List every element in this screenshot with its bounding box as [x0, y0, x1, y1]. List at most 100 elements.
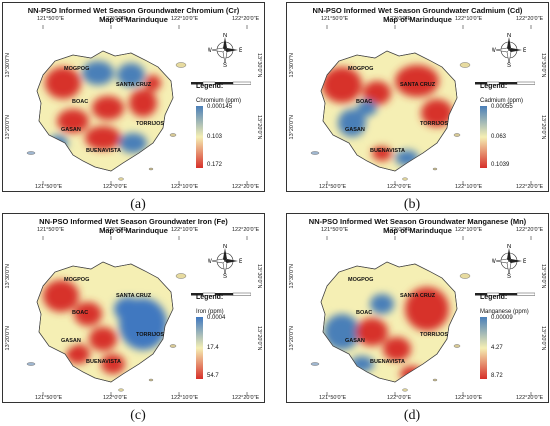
y-tick-label-right: 13°30'0"N [540, 264, 546, 289]
x-tick-label: 121°50'0"E [319, 184, 347, 190]
town-label-buenavista: BUENAVISTA [370, 148, 405, 154]
legend-value-high: 0.172 [207, 162, 223, 168]
concentration-zone [356, 318, 388, 346]
svg-text:N: N [507, 33, 511, 39]
legend-value-high: 54.7 [207, 373, 219, 379]
island [26, 50, 187, 181]
y-tick-label: 13°20'0"N [5, 326, 11, 351]
frame-ticks [42, 236, 248, 396]
panel-title-line1: NN-PSO Informed Wet Season Groundwater C… [312, 6, 523, 15]
x-tick-label-top: 122°0'0"E [103, 16, 128, 22]
concentration-zone [421, 99, 453, 127]
svg-text:E: E [523, 259, 526, 265]
legend: Legend: Iron (ppm) 0.0004 17.4 54.7 [196, 294, 225, 383]
y-tick-label-right: 13°30'0"N [256, 53, 262, 78]
y-tick-label-right: 13°20'0"N [540, 115, 546, 140]
legend: Legend: Manganese (ppm) 0.00009 4.27 8.7… [480, 294, 529, 383]
panel-title-line2: Map of Marinduque [383, 226, 452, 235]
y-tick-label: 13°20'0"N [289, 326, 295, 351]
concentration-zone [357, 100, 377, 116]
town-label-gasan: GASAN [61, 338, 81, 344]
town-label-gasan: GASAN [345, 127, 365, 133]
concentration-zone [82, 61, 114, 85]
y-tick-label: 13°20'0"N [5, 115, 11, 140]
x-tick-label: 122°10'0"E [171, 184, 199, 190]
y-tick-label: 13°20'0"N [289, 115, 295, 140]
svg-text:W: W [208, 48, 212, 54]
island-map [310, 25, 532, 185]
x-tick-label-top: 122°0'0"E [103, 227, 128, 233]
x-tick-label: 122°10'0"E [455, 395, 483, 401]
concentration-zone [322, 67, 362, 103]
concentration-zone [324, 314, 360, 350]
concentration-zone [338, 109, 366, 137]
legend-title: Legend: [480, 83, 508, 90]
x-tick-label-top: 122°20'0"E [232, 16, 260, 22]
island [310, 261, 471, 392]
town-label-mogpog: MOGPOG [348, 66, 374, 72]
color-ramp [196, 106, 203, 168]
concentration-zones [324, 277, 449, 382]
legend-value-low: 0.00055 [491, 104, 513, 110]
town-label-torrijos: TORRIJOS [420, 332, 449, 338]
concentration-zones [45, 61, 161, 153]
town-label-torrijos: TORRIJOS [420, 121, 449, 127]
legend-label: Chromium (ppm) [196, 98, 242, 104]
concentration-zone [57, 109, 89, 133]
panel-title: NN-PSO Informed Wet Season Groundwater C… [3, 6, 264, 24]
y-tick-label-right: 13°20'0"N [256, 326, 262, 351]
concentration-zone [370, 294, 394, 314]
concentration-zones [322, 65, 453, 166]
svg-text:S: S [507, 274, 511, 278]
panel-title-line2: Map of Marinduque [383, 15, 452, 24]
y-tick-label: 13°30'0"N [5, 53, 11, 78]
svg-text:E: E [239, 259, 242, 265]
svg-text:S: S [223, 63, 227, 67]
legend-value-low: 0.000145 [207, 104, 233, 110]
y-tick-label-right: 13°20'0"N [540, 326, 546, 351]
island-map [26, 236, 248, 396]
legend-value-mid: 4.27 [491, 345, 503, 351]
town-label-santa-cruz: SANTA CRUZ [400, 82, 436, 88]
legend-label: Iron (ppm) [196, 309, 224, 315]
color-ramp [196, 317, 203, 379]
x-tick-label-top: 122°20'0"E [516, 227, 544, 233]
x-tick-label-top: 122°10'0"E [171, 227, 199, 233]
town-label-gasan: GASAN [345, 338, 365, 344]
y-tick-label: 13°30'0"N [289, 53, 295, 78]
svg-text:N: N [507, 244, 511, 250]
map-panel-b: NN-PSO Informed Wet Season Groundwater C… [286, 2, 549, 192]
legend-title: Legend: [196, 83, 224, 90]
concentration-zone [45, 67, 81, 99]
x-tick-label: 121°50'0"E [35, 184, 63, 190]
town-label-mogpog: MOGPOG [64, 66, 90, 72]
caption-b: (b) [403, 197, 421, 212]
caption-d: (d) [403, 408, 421, 423]
svg-text:N: N [223, 244, 227, 250]
y-tick-label: 13°30'0"N [5, 264, 11, 289]
concentration-zone [129, 89, 157, 117]
color-ramp [480, 317, 487, 379]
x-tick-label: 122°0'0"E [387, 184, 412, 190]
concentration-zone [383, 337, 411, 361]
compass-rose-icon: N S W E [206, 244, 243, 283]
color-ramp [480, 106, 487, 168]
town-label-torrijos: TORRIJOS [136, 332, 165, 338]
x-tick-label-top: 121°50'0"E [37, 227, 65, 233]
x-tick-label-top: 122°20'0"E [232, 227, 260, 233]
town-label-boac: BOAC [72, 99, 89, 105]
svg-text:E: E [239, 48, 242, 54]
town-label-buenavista: BUENAVISTA [86, 359, 121, 365]
x-tick-label-top: 122°0'0"E [387, 227, 412, 233]
svg-text:W: W [492, 259, 496, 265]
concentration-zone [363, 81, 391, 105]
concentration-zone [117, 63, 145, 87]
x-tick-label-top: 122°10'0"E [171, 16, 199, 22]
x-tick-label-top: 122°10'0"E [455, 227, 483, 233]
island [26, 261, 187, 392]
legend-title: Legend: [480, 294, 508, 301]
compass-rose-icon: N S W E [206, 33, 243, 72]
town-label-buenavista: BUENAVISTA [86, 148, 121, 154]
x-tick-label: 121°50'0"E [35, 395, 63, 401]
town-label-mogpog: MOGPOG [64, 277, 90, 283]
